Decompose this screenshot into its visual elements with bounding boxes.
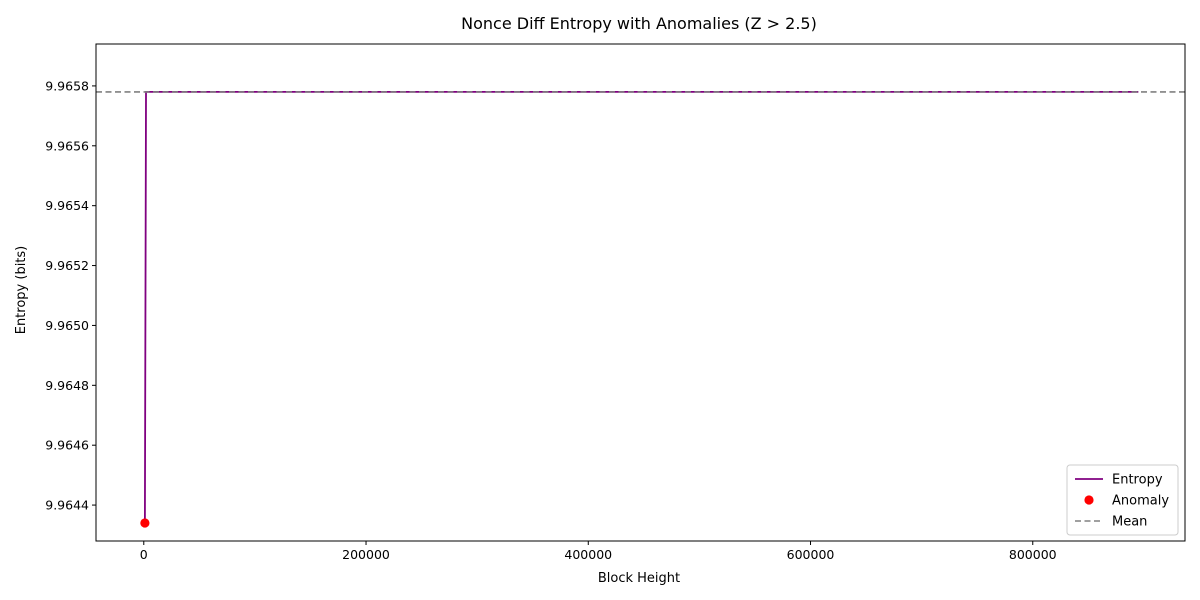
x-tick-label: 600000 [787, 547, 835, 562]
axes-frame [95, 43, 1186, 542]
y-tick-label: 9.9652 [45, 258, 89, 273]
x-tick-label: 800000 [1009, 547, 1057, 562]
entropy-line [143, 91, 1139, 524]
y-tick-label: 9.9650 [45, 318, 89, 333]
plot-area [96, 91, 1185, 528]
y-tick-label: 9.9658 [45, 78, 89, 93]
x-axis: 0 200000 400000 600000 800000 [140, 541, 1057, 562]
x-axis-title: Block Height [598, 571, 680, 586]
y-axis-title: Entropy (bits) [14, 246, 29, 335]
y-tick-label: 9.9648 [45, 378, 89, 393]
y-tick-label: 9.9644 [45, 498, 89, 513]
legend-box [1066, 464, 1179, 536]
chart-title: Nonce Diff Entropy with Anomalies (Z > 2… [461, 14, 817, 33]
y-tick-label: 9.9646 [45, 438, 89, 453]
y-tick-label: 9.9656 [45, 138, 89, 153]
plot-series [96, 91, 1185, 528]
x-tick-label: 0 [140, 547, 148, 562]
legend-label-mean: Mean [1112, 515, 1147, 530]
legend: Entropy Anomaly Mean [1066, 464, 1179, 536]
x-tick-label: 200000 [342, 547, 390, 562]
legend-label-anomaly: Anomaly [1112, 494, 1169, 509]
legend-label-entropy: Entropy [1112, 473, 1163, 488]
anomaly-point [140, 518, 150, 528]
legend-swatch-anomaly [1084, 495, 1094, 505]
y-tick-label: 9.9654 [45, 198, 89, 213]
x-tick-label: 400000 [564, 547, 612, 562]
y-axis: 9.9644 9.9646 9.9648 9.9650 9.9652 9.9654 9.96… [45, 78, 96, 513]
